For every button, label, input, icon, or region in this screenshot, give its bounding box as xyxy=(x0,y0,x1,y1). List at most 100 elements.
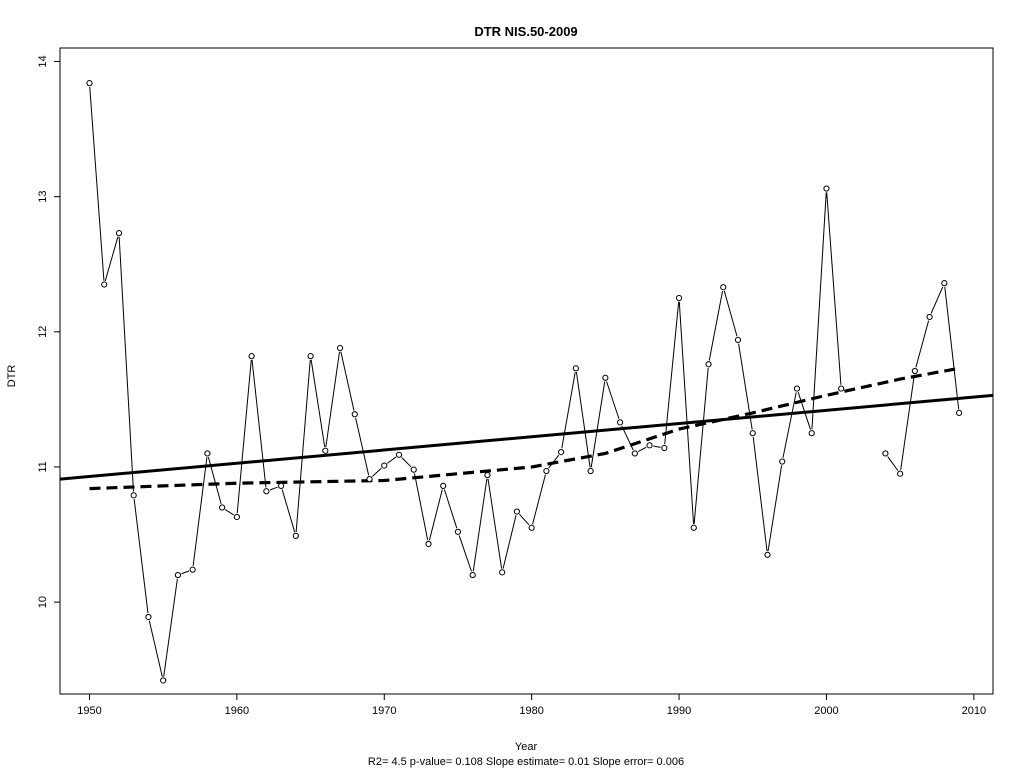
chart-title: DTR NIS.50-2009 xyxy=(474,24,577,39)
series-segment xyxy=(251,359,267,488)
data-point xyxy=(661,444,668,452)
data-point xyxy=(130,492,137,499)
stats-footer: R2= 4.5 p-value= 0.108 Slope estimate= 0… xyxy=(368,756,684,768)
series-segment xyxy=(944,286,960,410)
data-point xyxy=(454,528,462,535)
series-segment xyxy=(637,446,647,453)
data-point xyxy=(572,365,579,372)
data-point xyxy=(911,367,918,375)
series-segment xyxy=(590,381,606,468)
data-point xyxy=(882,450,889,457)
y-tick-label: 12 xyxy=(37,326,49,338)
data-point xyxy=(720,284,727,291)
series-segment xyxy=(575,371,591,468)
data-point xyxy=(174,571,182,579)
series-segment xyxy=(723,290,738,337)
series-segment xyxy=(355,417,370,476)
series-segment xyxy=(269,486,278,491)
series-segment xyxy=(163,578,178,677)
data-point xyxy=(381,462,388,469)
data-point xyxy=(808,430,815,437)
series-segment xyxy=(782,392,797,458)
data-point xyxy=(897,470,904,477)
y-axis: 10 11 12 13 14 xyxy=(37,55,60,608)
series-segment xyxy=(930,286,944,314)
trend-line xyxy=(60,393,993,481)
series-segment xyxy=(148,620,163,677)
y-tick-label: 10 xyxy=(37,596,49,608)
series-segment xyxy=(387,456,397,464)
series-segment xyxy=(472,478,488,572)
data-point xyxy=(675,294,683,302)
series-segment xyxy=(519,514,530,526)
series-segment xyxy=(413,473,429,541)
series-segment xyxy=(887,456,899,471)
series-segment xyxy=(502,515,517,569)
data-point xyxy=(219,504,226,511)
data-point xyxy=(351,411,358,418)
data-point xyxy=(941,280,948,287)
data-point xyxy=(233,513,240,521)
data-point xyxy=(395,451,403,458)
series-segment xyxy=(428,489,443,541)
series-segment xyxy=(458,535,472,572)
data-point xyxy=(513,508,521,515)
data-point xyxy=(734,336,742,344)
series-segment xyxy=(443,489,458,529)
data-point xyxy=(189,566,196,573)
data-point xyxy=(631,450,638,457)
y-tick-label: 11 xyxy=(37,461,49,472)
series-segment xyxy=(192,457,208,566)
x-tick-label: 1970 xyxy=(372,705,396,717)
data-point xyxy=(558,448,565,456)
data-point xyxy=(336,344,344,352)
series-segment xyxy=(811,192,827,430)
data-point xyxy=(484,471,491,479)
series-segment xyxy=(664,301,680,445)
data-point xyxy=(499,569,506,576)
plot-frame xyxy=(59,47,994,695)
data-point xyxy=(322,447,329,454)
data-point xyxy=(602,374,609,381)
x-tick-label: 1980 xyxy=(519,705,543,717)
series-segment xyxy=(532,474,546,525)
series-segment xyxy=(340,351,355,411)
data-point xyxy=(764,551,771,558)
series-segment xyxy=(693,367,709,525)
data-point xyxy=(543,467,550,475)
data-point xyxy=(410,466,417,473)
data-point xyxy=(160,677,167,684)
series-segment xyxy=(606,381,620,419)
data-point xyxy=(469,571,476,579)
data-point xyxy=(749,430,756,437)
data-point xyxy=(690,524,697,531)
series-segment xyxy=(118,236,134,492)
data-point xyxy=(823,185,830,192)
x-tick-label: 1990 xyxy=(667,705,691,717)
series-segment xyxy=(708,290,724,361)
series-segment xyxy=(767,465,783,552)
data-point xyxy=(616,419,624,426)
series-segment xyxy=(295,359,311,533)
series-segment xyxy=(104,236,119,281)
series-segment xyxy=(900,374,915,471)
series-segment xyxy=(561,371,576,449)
x-axis: 1950 1960 1970 1980 1990 2000 2010 xyxy=(77,694,986,717)
data-point xyxy=(307,353,314,360)
series-segment xyxy=(225,509,234,516)
data-point xyxy=(838,385,845,392)
smooth-curve xyxy=(89,366,960,491)
x-tick-label: 1960 xyxy=(225,705,249,717)
series-segment xyxy=(826,192,842,385)
series-segment xyxy=(487,478,503,569)
data-point xyxy=(793,385,801,392)
series-segment xyxy=(133,499,149,614)
data-point xyxy=(425,540,432,548)
series-segment xyxy=(310,359,326,448)
data-point xyxy=(587,467,594,475)
data-point xyxy=(926,313,933,321)
series-segment xyxy=(401,457,412,468)
series-segment xyxy=(181,570,190,575)
series-segment xyxy=(752,436,768,552)
